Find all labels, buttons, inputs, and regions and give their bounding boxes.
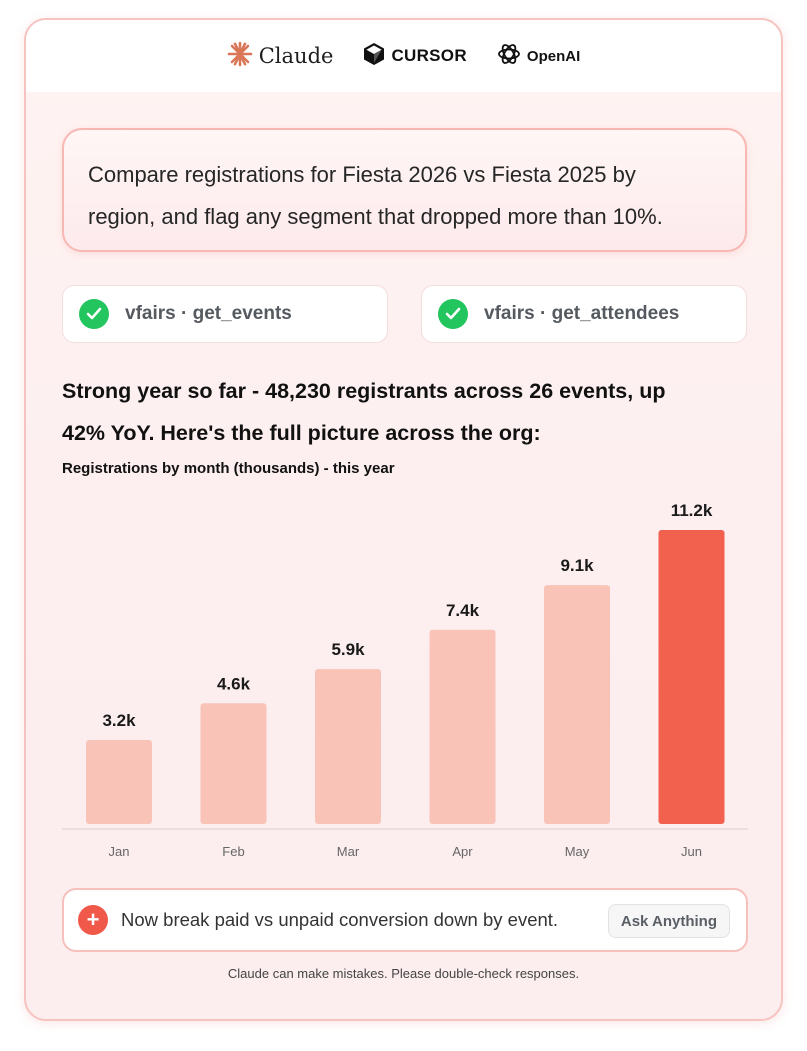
bar-feb[interactable] [200, 703, 267, 824]
data-label: 11.2k [671, 501, 713, 520]
data-label: 3.2k [102, 711, 136, 730]
check-circle-icon [79, 299, 109, 329]
bar-jun[interactable] [658, 530, 725, 824]
openai-knot-icon [497, 42, 521, 71]
check-circle-icon [438, 299, 468, 329]
x-tick-label: Feb [222, 844, 244, 859]
x-tick-label: Mar [337, 844, 360, 859]
disclaimer: Claude can make mistakes. Please double-… [227, 966, 580, 981]
cursor-cube-icon [363, 42, 385, 71]
data-label: 5.9k [331, 640, 365, 659]
x-tick-label: Jun [681, 844, 702, 859]
tool-call-get-events[interactable]: vfairs · get_events [62, 285, 388, 343]
message-input[interactable] [121, 909, 591, 931]
x-tick-label: May [565, 844, 590, 859]
bar-jan[interactable] [86, 740, 152, 824]
data-label: 7.4k [446, 601, 480, 620]
user-prompt: Compare registrations for Fiesta 2026 vs… [62, 128, 747, 252]
tool-call-get-attendees[interactable]: vfairs · get_attendees [421, 285, 747, 343]
composer: + Ask Anything [62, 888, 748, 952]
brand-name: OpenAI [526, 47, 581, 65]
bar-mar[interactable] [315, 669, 381, 824]
summary-line: Strong year so far - 48,230 registrants … [62, 379, 666, 403]
bar-may[interactable] [544, 585, 610, 824]
brand-name: CURSOR [391, 46, 467, 65]
prompt-line: Compare registrations for Fiesta 2026 vs… [88, 162, 636, 187]
brand-claude: Claude [227, 41, 334, 72]
prompt-line: region, and flag any segment that droppe… [88, 204, 663, 229]
chart-title: Registrations by month (thousands) - thi… [62, 460, 395, 477]
brand-name: Claude [258, 44, 334, 68]
bar-apr[interactable] [429, 629, 496, 824]
brand-cursor: CURSOR [363, 42, 467, 71]
claude-starburst-icon [227, 41, 253, 72]
brand-openai: OpenAI [497, 42, 580, 71]
x-tick-label: Apr [452, 844, 473, 859]
brand-bar: Claude CURSOR [26, 20, 781, 92]
summary-line: 42% YoY. Here's the full picture across … [62, 421, 541, 445]
x-tick-label: Jan [109, 844, 130, 859]
tool-call-label: vfairs · get_attendees [484, 303, 680, 324]
bar-chart: 3.2k Jan 4.6k Feb 5.9k Mar 7.4k Apr 9.1k May 11.2k… [62, 501, 748, 859]
ask-anything-button[interactable]: Ask Anything [607, 904, 730, 938]
data-label: 4.6k [217, 674, 251, 693]
add-attachment-button[interactable]: + [78, 905, 108, 935]
data-label: 9.1k [560, 556, 594, 575]
tool-call-label: vfairs · get_events [125, 303, 292, 324]
assistant-summary: Strong year so far - 48,230 registrants … [62, 370, 752, 454]
chat-card: Claude CURSOR [24, 18, 783, 1021]
